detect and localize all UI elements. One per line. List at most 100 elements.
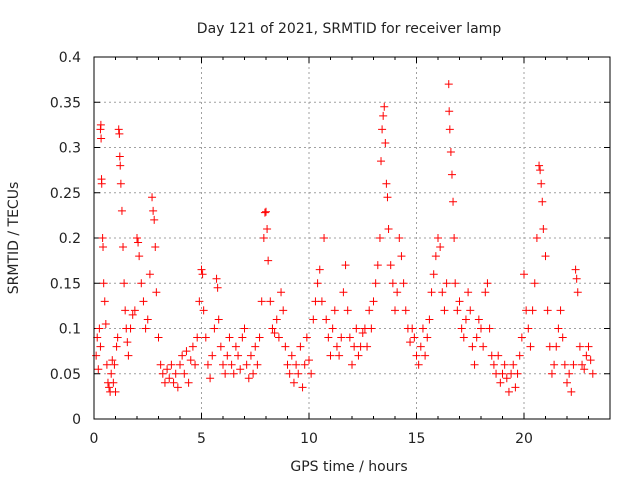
y-tick-label: 0.4: [59, 50, 81, 66]
data-point-marker: [135, 252, 144, 261]
data-point-marker: [464, 288, 473, 297]
data-point-marker: [156, 360, 165, 369]
data-point-marker: [530, 279, 539, 288]
data-point-marker: [379, 111, 388, 120]
data-point-marker: [158, 369, 167, 378]
data-point-marker: [193, 333, 202, 342]
data-point-marker: [365, 306, 374, 315]
data-point-marker: [223, 351, 232, 360]
data-point-marker: [98, 234, 107, 242]
data-point-marker: [152, 288, 161, 297]
data-point-marker: [395, 234, 404, 242]
data-point-marker: [294, 369, 303, 378]
data-point-marker: [337, 333, 346, 342]
data-point-marker: [343, 306, 352, 315]
data-point-marker: [444, 80, 453, 89]
data-point-marker: [449, 197, 458, 206]
data-point-marker: [558, 333, 567, 342]
data-point-marker: [453, 306, 462, 315]
data-point-marker: [126, 324, 135, 333]
data-point-marker: [281, 342, 290, 351]
data-point-marker: [414, 360, 423, 369]
data-point-marker: [99, 243, 108, 252]
x-tick-label: 20: [515, 431, 533, 447]
y-tick-label: 0.05: [50, 367, 81, 383]
data-point-marker: [563, 378, 571, 387]
data-point-marker: [552, 342, 561, 351]
data-point-marker: [380, 102, 389, 111]
data-point-marker: [459, 333, 468, 342]
data-point-marker: [511, 383, 520, 392]
data-point-marker: [99, 279, 108, 288]
data-point-marker: [213, 283, 222, 292]
data-point-marker: [309, 315, 318, 324]
data-point-marker: [431, 252, 440, 261]
data-point-marker: [212, 274, 221, 283]
data-point-marker: [421, 351, 430, 360]
data-point-marker: [257, 297, 266, 306]
data-point-marker: [358, 329, 367, 338]
data-point-marker: [377, 157, 386, 166]
data-point-marker: [139, 297, 148, 306]
data-point-marker: [221, 369, 230, 378]
data-point-marker: [109, 378, 118, 387]
data-point-marker: [438, 288, 447, 297]
data-point-marker: [112, 342, 121, 351]
data-point-marker: [249, 369, 258, 378]
data-point-marker: [367, 324, 376, 333]
data-point-marker: [289, 378, 298, 387]
data-point-marker: [143, 315, 152, 324]
data-point-marker: [171, 369, 180, 378]
data-point-marker: [234, 351, 243, 360]
data-point-marker: [150, 215, 159, 224]
data-point-marker: [203, 360, 212, 369]
data-point-marker: [513, 369, 522, 378]
data-point-marker: [504, 387, 513, 396]
data-point-marker: [208, 351, 217, 360]
data-point-marker: [227, 360, 236, 369]
chart-title: Day 121 of 2021, SRMTID for receiver lam…: [197, 21, 502, 37]
data-point-marker: [119, 243, 128, 252]
data-point-marker: [270, 329, 279, 338]
data-point-marker: [184, 378, 193, 387]
axis-ticks: 0 5 10 15 20 0 0.05 0.1 0.15 0.2 0.25 0.3 0.35 0.4: [50, 50, 610, 447]
data-point-marker: [114, 125, 123, 134]
data-point-marker: [429, 270, 438, 279]
data-point-marker: [285, 369, 294, 378]
data-point-marker: [537, 179, 546, 188]
data-point-marker: [489, 360, 498, 369]
data-point-marker: [130, 306, 139, 315]
data-point-marker: [154, 333, 163, 342]
data-point-marker: [384, 224, 393, 233]
data-point-marker: [383, 193, 392, 202]
data-point-marker: [494, 351, 503, 360]
data-point-marker: [373, 261, 382, 270]
data-point-marker: [461, 315, 470, 324]
data-point-marker: [145, 270, 154, 279]
data-point-marker: [455, 297, 464, 306]
x-tick-label: 10: [300, 431, 318, 447]
data-point-marker: [277, 288, 286, 297]
data-point-marker: [93, 333, 102, 342]
data-point-marker: [345, 333, 354, 342]
data-point-marker: [108, 356, 117, 365]
data-point-marker: [115, 152, 124, 161]
data-point-marker: [474, 315, 483, 324]
data-point-marker: [517, 333, 526, 342]
data-point-marker: [117, 206, 126, 215]
data-point-marker: [481, 288, 490, 297]
data-point-marker: [201, 333, 210, 342]
data-point-marker: [165, 374, 174, 383]
data-point-marker: [287, 351, 296, 360]
data-point-marker: [445, 125, 454, 134]
data-point-marker: [263, 224, 272, 233]
data-point-marker: [231, 342, 240, 351]
data-point-marker: [547, 369, 556, 378]
data-point-marker: [524, 324, 533, 333]
data-point-marker: [107, 369, 116, 378]
data-point-marker: [242, 360, 251, 369]
data-point-marker: [292, 360, 301, 369]
data-point-marker: [496, 378, 505, 387]
